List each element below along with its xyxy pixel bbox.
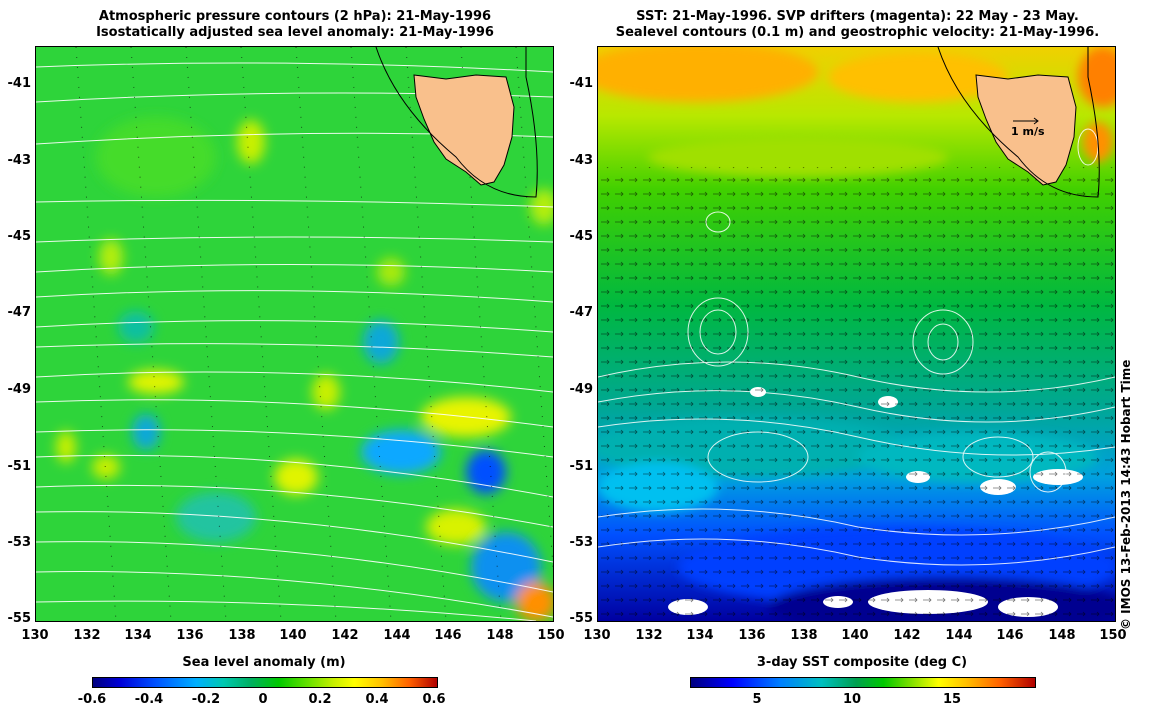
right-xtick-132: 132	[635, 628, 663, 643]
left-xtick-130: 130	[21, 628, 49, 643]
left-ytick-41: -41	[7, 76, 32, 91]
right-ytick-49: -49	[569, 382, 594, 397]
right-xtick-146: 146	[996, 628, 1024, 643]
geostrophic-velocity-arrows	[598, 167, 1115, 621]
sst-colorbar	[690, 677, 1036, 688]
altimeter-tracks	[75, 47, 553, 621]
sst-map[interactable]: 1 m/s	[597, 46, 1116, 622]
right-panel-title: SST: 21-May-1996. SVP drifters (magenta)…	[585, 9, 1130, 41]
sla-tick-04: 0.4	[365, 692, 389, 707]
sst-colorbar-title: 3-day SST composite (deg C)	[756, 655, 968, 670]
sla-tick-06: 0.6	[422, 692, 446, 707]
sst-tick-10: 10	[842, 692, 862, 707]
right-xtick-144: 144	[945, 628, 973, 643]
left-xtick-148: 148	[486, 628, 514, 643]
left-ytick-53: -53	[7, 535, 32, 550]
right-ytick-45: -45	[569, 229, 594, 244]
right-title-line2: Sealevel contours (0.1 m) and geostrophi…	[615, 25, 1100, 40]
left-title-line2: Isostatically adjusted sea level anomaly…	[96, 25, 494, 40]
left-ytick-47: -47	[7, 305, 32, 320]
right-xtick-134: 134	[686, 628, 714, 643]
sea-level-colorbar	[92, 677, 438, 688]
left-xtick-144: 144	[383, 628, 411, 643]
left-xtick-132: 132	[73, 628, 101, 643]
right-ytick-43: -43	[569, 153, 594, 168]
pressure-contours	[36, 62, 553, 621]
tasmania-landmass-sst	[975, 74, 1077, 186]
right-title-line1: SST: 21-May-1996. SVP drifters (magenta)…	[636, 9, 1079, 24]
left-panel-title: Atmospheric pressure contours (2 hPa): 2…	[20, 9, 570, 41]
sla-tick-02: 0.2	[308, 692, 332, 707]
right-xtick-140: 140	[841, 628, 869, 643]
right-xtick-148: 148	[1048, 628, 1076, 643]
left-xtick-142: 142	[331, 628, 359, 643]
velocity-scale-label: 1 m/s	[1011, 125, 1045, 138]
left-xtick-146: 146	[434, 628, 462, 643]
sla-tick-m06: -0.6	[77, 692, 107, 707]
sla-tick-m02: -0.2	[191, 692, 221, 707]
right-xtick-130: 130	[583, 628, 611, 643]
sla-tick-0: 0	[258, 692, 268, 707]
right-ytick-51: -51	[569, 459, 594, 474]
right-xtick-138: 138	[790, 628, 818, 643]
imos-credit: © IMOS 13-Feb-2013 14:43 Hobart Time	[1119, 359, 1133, 630]
left-xtick-140: 140	[279, 628, 307, 643]
left-xtick-136: 136	[176, 628, 204, 643]
left-ytick-45: -45	[7, 229, 32, 244]
right-ytick-47: -47	[569, 305, 594, 320]
left-xtick-134: 134	[124, 628, 152, 643]
right-xtick-142: 142	[893, 628, 921, 643]
left-ytick-49: -49	[7, 382, 32, 397]
left-title-line1: Atmospheric pressure contours (2 hPa): 2…	[98, 9, 492, 24]
left-ytick-43: -43	[7, 153, 32, 168]
sst-svg	[598, 47, 1115, 621]
shelf-contour	[375, 47, 538, 198]
anomaly-blobs	[56, 117, 553, 621]
sealevel-contours	[598, 128, 1115, 566]
sst-tick-5: 5	[752, 692, 762, 707]
right-ytick-41: -41	[569, 76, 594, 91]
left-xtick-138: 138	[228, 628, 256, 643]
left-ytick-55: -55	[7, 611, 32, 626]
velocity-scale-arrow	[1013, 117, 1039, 125]
shelf-contour-sst	[937, 47, 1100, 198]
left-ytick-51: -51	[7, 459, 32, 474]
right-xtick-150: 150	[1099, 628, 1127, 643]
left-xtick-150: 150	[537, 628, 565, 643]
sea-level-anomaly-map[interactable]	[35, 46, 554, 622]
tasmania-landmass	[413, 74, 515, 186]
sea-level-colorbar-title: Sea level anomaly (m)	[182, 655, 346, 670]
right-ytick-53: -53	[569, 535, 594, 550]
sla-tick-m04: -0.4	[134, 692, 164, 707]
sea-level-anomaly-svg	[36, 47, 553, 621]
sst-tick-15: 15	[942, 692, 962, 707]
right-xtick-136: 136	[738, 628, 766, 643]
right-ytick-55: -55	[569, 611, 594, 626]
